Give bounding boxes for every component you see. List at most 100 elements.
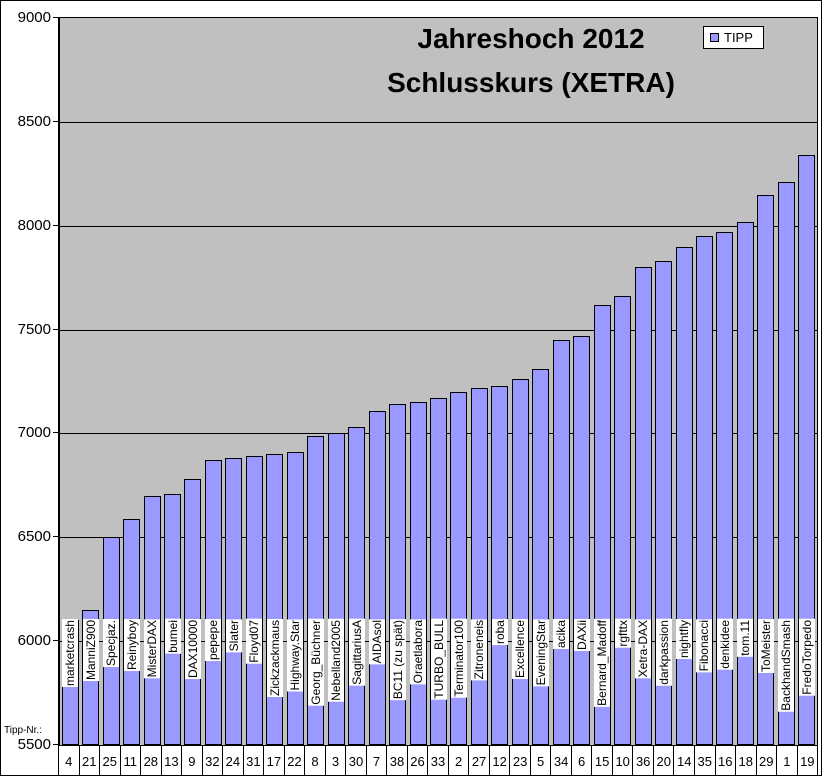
category-label: Zitroneneis [471, 619, 488, 681]
legend-swatch-icon [710, 33, 719, 42]
tipp-number-cell: 9 [182, 746, 203, 775]
category-label: Highway.Star [287, 619, 304, 692]
bar-DAX10000 [184, 479, 202, 745]
y-axis-tick-label: 8500 [17, 112, 51, 130]
bar-pepepe [204, 460, 222, 745]
category-label: nightfly [676, 619, 692, 660]
tipp-number-cell: 17 [264, 746, 285, 775]
tipp-number-cell: 24 [223, 746, 244, 775]
category-label: acika [553, 619, 570, 650]
category-label: DAXii [573, 619, 590, 652]
bar-ToMeister [757, 194, 775, 745]
category-label: Xetra-DAX [635, 619, 652, 679]
category-label: BC11 (zu spät) [389, 619, 406, 701]
category-label: Specjaz. [103, 619, 120, 668]
bar-EveningStar [532, 369, 550, 745]
tipp-number-cell: 4 [59, 746, 80, 775]
category-label: denkidee [716, 619, 733, 670]
gridline-7500 [60, 329, 817, 331]
bar-SagittariusA [348, 427, 366, 745]
bar-AIDAsol [368, 410, 386, 745]
bar-tom.11 [736, 221, 754, 745]
tipp-number-row: 4 21 25 11 28 13 9 32 24 31 17 22 8 3 30 7 38 26 33 2 27 12 23… [58, 746, 819, 775]
tipp-number-cell: 10 [613, 746, 634, 775]
tipp-number-cell: 16 [716, 746, 737, 775]
bar-nightfly [675, 246, 693, 745]
bar-rgfttx [614, 296, 632, 745]
chart-title: Jahreshoch 2012 Schlusskurs (XETRA) [387, 17, 675, 105]
category-label: rgfttx [614, 619, 631, 648]
tipp-number-cell: 23 [510, 746, 531, 775]
tipp-number-cell: 35 [695, 746, 716, 775]
tipp-number-cell: 29 [757, 746, 778, 775]
category-label: DAX10000 [184, 619, 201, 680]
bar-Excellence [511, 379, 529, 745]
category-label: darkpassion [655, 619, 672, 686]
bar-DAXii [573, 335, 591, 745]
y-axis-tick-label: 8000 [17, 216, 51, 234]
y-axis-tick-label: 7000 [17, 424, 51, 442]
tipp-number-cell: 19 [798, 746, 819, 775]
category-label: bumei [164, 619, 181, 654]
bar-Zitroneneis [470, 387, 488, 745]
tipp-number-cell: 31 [244, 746, 265, 775]
tipp-number-cell: 12 [490, 746, 511, 775]
bar-BackhandSmash [777, 182, 795, 745]
bar-FredoTorpedo [798, 155, 816, 745]
x-axis-caption: Tipp-Nr.: [4, 725, 42, 736]
category-label: tom.11 [737, 619, 754, 657]
bar-Floyd07 [245, 456, 263, 745]
category-label: SagittariusA [348, 619, 365, 686]
plot-area: marketcrash ManniZ900 Specjaz. Reinyboy Mist… [58, 17, 818, 746]
tipp-number-cell: 5 [531, 746, 552, 775]
bar-denkidee [716, 231, 734, 745]
category-label: BackhandSmash [778, 619, 795, 712]
tipp-number-cell: 13 [162, 746, 183, 775]
y-axis-tick-label: 7500 [17, 320, 51, 338]
tipp-number-cell: 26 [408, 746, 429, 775]
category-label: Excellence [512, 619, 529, 680]
category-label: EveningStar [532, 619, 549, 687]
category-label: Zickzackmaus [266, 619, 283, 698]
bar-Slater [225, 458, 243, 745]
category-label: Oraetlabora [410, 619, 427, 685]
bar-acika [552, 339, 570, 745]
category-label: FredoTorpedo [798, 619, 815, 696]
tipp-number-cell: 27 [469, 746, 490, 775]
tipp-number-cell: 2 [449, 746, 470, 775]
category-label: MisterDAX [144, 619, 161, 679]
tipp-number-cell: 6 [572, 746, 593, 775]
category-label: Terminator100 [450, 619, 467, 698]
chart-title-line1: Jahreshoch 2012 [417, 23, 645, 54]
category-label: pepepe [205, 619, 222, 662]
tipp-number-cell: 22 [285, 746, 306, 775]
tipp-number-cell: 33 [428, 746, 449, 775]
tipp-number-cell: 14 [674, 746, 695, 775]
bar-Zickzackmaus [266, 454, 284, 745]
bar-Oraetlabora [409, 402, 427, 745]
category-label: AIDAsol [369, 619, 386, 665]
y-axis-tick-label: 5500 [17, 736, 51, 753]
tipp-number-cell: 36 [633, 746, 654, 775]
tipp-number-cell: 20 [654, 746, 675, 775]
gridline-8500 [60, 121, 817, 123]
category-label: Georg_Büchner [307, 619, 324, 706]
tipp-number-cell: 38 [387, 746, 408, 775]
tipp-number-cell: 28 [141, 746, 162, 775]
category-label: TURBO_BULL [430, 619, 447, 700]
tipp-number-cell: 25 [100, 746, 121, 775]
tipp-number-cell: 3 [326, 746, 347, 775]
bar-roba [491, 385, 509, 745]
tipp-number-cell: 7 [367, 746, 388, 775]
tipp-number-cell: 34 [551, 746, 572, 775]
tipp-number-cell: 30 [346, 746, 367, 775]
tipp-number-cell: 1 [777, 746, 798, 775]
bar-Highway.Star [286, 452, 304, 745]
category-label: marketcrash [62, 619, 79, 688]
legend: TIPP [703, 26, 764, 49]
category-label: ManniZ900 [82, 619, 99, 682]
y-axis-tick-label: 6000 [17, 632, 51, 650]
category-label: Bernard_Madoff [594, 619, 611, 707]
y-axis-tick-label: 9000 [17, 9, 51, 26]
